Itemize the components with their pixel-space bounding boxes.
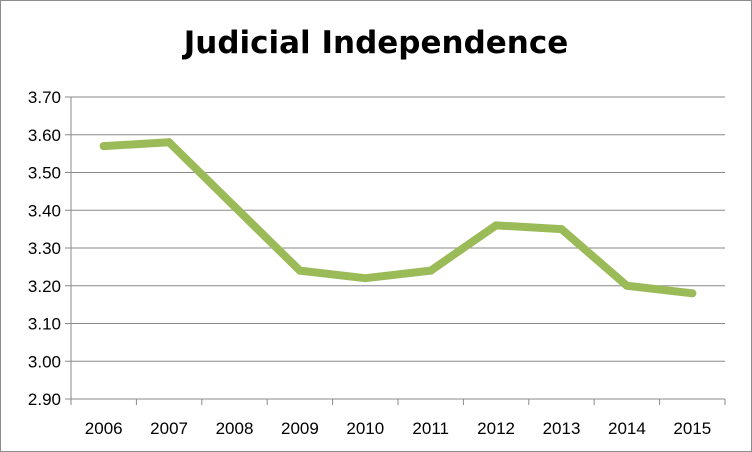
data-point [557,225,566,234]
series-line [99,138,697,298]
y-tick-label: 3.10 [28,315,61,334]
data-point [361,274,370,283]
y-tick-label: 2.90 [28,390,61,409]
gridlines [71,96,725,362]
y-tick-label: 3.40 [28,201,61,220]
x-tick-label: 2010 [346,419,384,438]
x-tick-label: 2007 [150,419,188,438]
x-tick-label: 2009 [281,419,319,438]
data-point [295,266,304,275]
data-point [426,266,435,275]
chart-title: Judicial Independence [183,25,569,61]
x-tick-label: 2012 [477,419,515,438]
x-axis-tick-labels: 2006 2007 2008 2009 2010 2011 2012 2013 2014 2015 [85,419,711,438]
x-tick-label: 2015 [673,419,711,438]
y-axis-tick-labels: 2.90 3.00 3.10 3.20 3.30 3.40 3.50 3.60 3.70 [28,88,61,409]
y-tick-label: 3.00 [28,352,61,371]
y-tick-label: 3.30 [28,239,61,258]
y-tick-label: 3.50 [28,164,61,183]
x-tick-label: 2013 [543,419,581,438]
x-tick-label: 2008 [216,419,254,438]
data-point [165,138,174,147]
x-tick-label: 2006 [85,419,123,438]
axes [65,96,726,405]
x-tick-label: 2014 [608,419,646,438]
y-tick-label: 3.60 [28,126,61,145]
y-tick-label: 3.20 [28,277,61,296]
series-layer [99,138,697,298]
data-point [622,281,631,290]
data-point [492,221,501,230]
data-point [99,142,108,151]
data-point [230,202,239,211]
x-tick-label: 2011 [412,419,449,438]
y-tick-label: 3.70 [28,88,61,107]
data-point [688,289,697,298]
